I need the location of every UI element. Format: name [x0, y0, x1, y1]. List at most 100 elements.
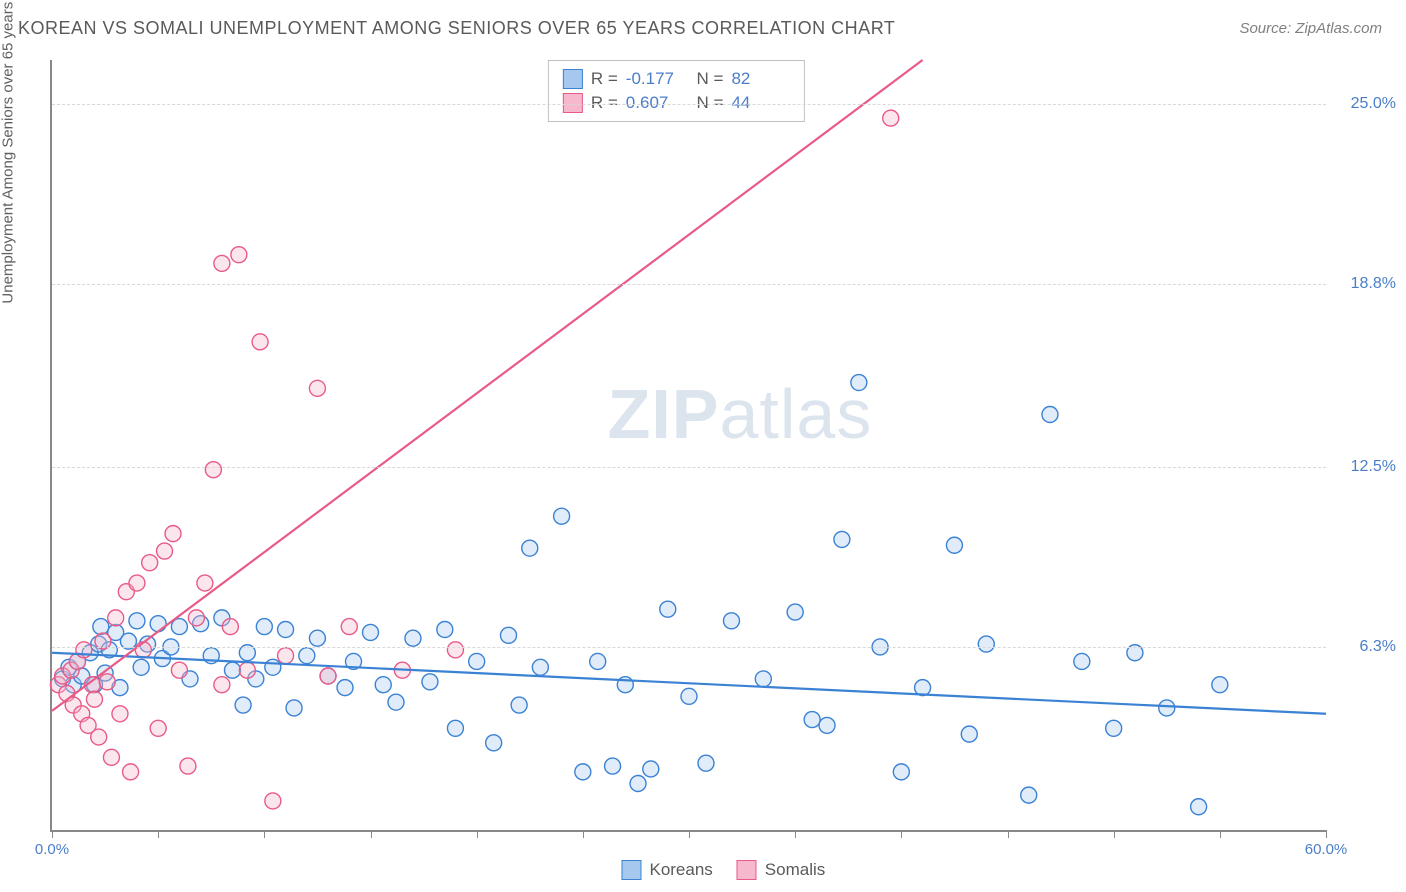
data-point	[834, 531, 850, 547]
data-point	[405, 630, 421, 646]
data-point	[231, 247, 247, 263]
data-point	[723, 613, 739, 629]
data-point	[103, 749, 119, 765]
stats-r-value: -0.177	[626, 69, 684, 89]
data-point	[486, 735, 502, 751]
data-point	[1106, 720, 1122, 736]
data-point	[469, 653, 485, 669]
data-point	[893, 764, 909, 780]
data-point	[93, 619, 109, 635]
data-point	[554, 508, 570, 524]
data-point	[1042, 406, 1058, 422]
data-point	[698, 755, 714, 771]
data-point	[320, 668, 336, 684]
data-point	[150, 720, 166, 736]
stats-swatch	[563, 69, 583, 89]
y-tick-label: 18.8%	[1336, 275, 1396, 293]
data-point	[129, 613, 145, 629]
data-point	[235, 697, 251, 713]
x-tick	[583, 830, 584, 838]
data-point	[337, 680, 353, 696]
source-attribution: Source: ZipAtlas.com	[1239, 20, 1382, 37]
y-tick-label: 6.3%	[1336, 638, 1396, 656]
data-point	[660, 601, 676, 617]
data-point	[278, 622, 294, 638]
data-point	[978, 636, 994, 652]
x-tick	[901, 830, 902, 838]
data-point	[157, 543, 173, 559]
data-point	[91, 729, 107, 745]
data-point	[222, 619, 238, 635]
data-point	[388, 694, 404, 710]
legend-swatch	[737, 860, 757, 880]
data-point	[309, 630, 325, 646]
legend-swatch	[621, 860, 641, 880]
data-point	[239, 662, 255, 678]
data-point	[86, 691, 102, 707]
data-point	[363, 624, 379, 640]
data-point	[787, 604, 803, 620]
legend: Koreans Somalis	[621, 860, 825, 880]
x-tick	[52, 830, 53, 838]
data-point	[590, 653, 606, 669]
y-tick-label: 25.0%	[1336, 95, 1396, 113]
data-point	[851, 375, 867, 391]
data-point	[197, 575, 213, 591]
data-point	[643, 761, 659, 777]
stats-n-label: N =	[692, 69, 724, 89]
plot-area: ZIPatlas R =-0.177 N =82R =0.607 N =44 6…	[50, 60, 1326, 832]
correlation-stats-box: R =-0.177 N =82R =0.607 N =44	[548, 60, 805, 122]
stats-r-label: R =	[591, 69, 618, 89]
data-point	[108, 610, 124, 626]
legend-label: Somalis	[765, 860, 825, 880]
data-point	[961, 726, 977, 742]
x-tick	[1220, 830, 1221, 838]
data-point	[1212, 677, 1228, 693]
data-point	[205, 462, 221, 478]
data-point	[123, 764, 139, 780]
data-point	[142, 555, 158, 571]
gridline	[52, 647, 1326, 648]
data-point	[501, 627, 517, 643]
data-point	[252, 334, 268, 350]
data-point	[256, 619, 272, 635]
x-tick	[158, 830, 159, 838]
legend-label: Koreans	[649, 860, 712, 880]
data-point	[165, 526, 181, 542]
data-point	[605, 758, 621, 774]
x-tick	[264, 830, 265, 838]
x-tick-label: 0.0%	[35, 841, 69, 858]
x-tick	[1114, 830, 1115, 838]
data-point	[99, 674, 115, 690]
data-point	[214, 677, 230, 693]
data-point	[532, 659, 548, 675]
data-point	[1191, 799, 1207, 815]
data-point	[375, 677, 391, 693]
data-point	[309, 380, 325, 396]
data-point	[630, 776, 646, 792]
data-point	[437, 622, 453, 638]
stats-n-value: 82	[731, 69, 789, 89]
gridline	[52, 104, 1326, 105]
data-point	[1021, 787, 1037, 803]
data-point	[135, 642, 151, 658]
data-point	[214, 255, 230, 271]
x-tick	[1326, 830, 1327, 838]
data-point	[447, 720, 463, 736]
gridline	[52, 467, 1326, 468]
legend-item: Koreans	[621, 860, 712, 880]
stats-row: R = -0.177 N = 82	[563, 67, 790, 91]
data-point	[422, 674, 438, 690]
data-point	[522, 540, 538, 556]
data-point	[1074, 653, 1090, 669]
data-point	[804, 712, 820, 728]
data-point	[883, 110, 899, 126]
data-point	[265, 659, 281, 675]
data-point	[575, 764, 591, 780]
x-tick	[477, 830, 478, 838]
data-point	[129, 575, 145, 591]
data-point	[1159, 700, 1175, 716]
x-tick	[689, 830, 690, 838]
chart-title: KOREAN VS SOMALI UNEMPLOYMENT AMONG SENI…	[18, 18, 895, 39]
legend-item: Somalis	[737, 860, 825, 880]
